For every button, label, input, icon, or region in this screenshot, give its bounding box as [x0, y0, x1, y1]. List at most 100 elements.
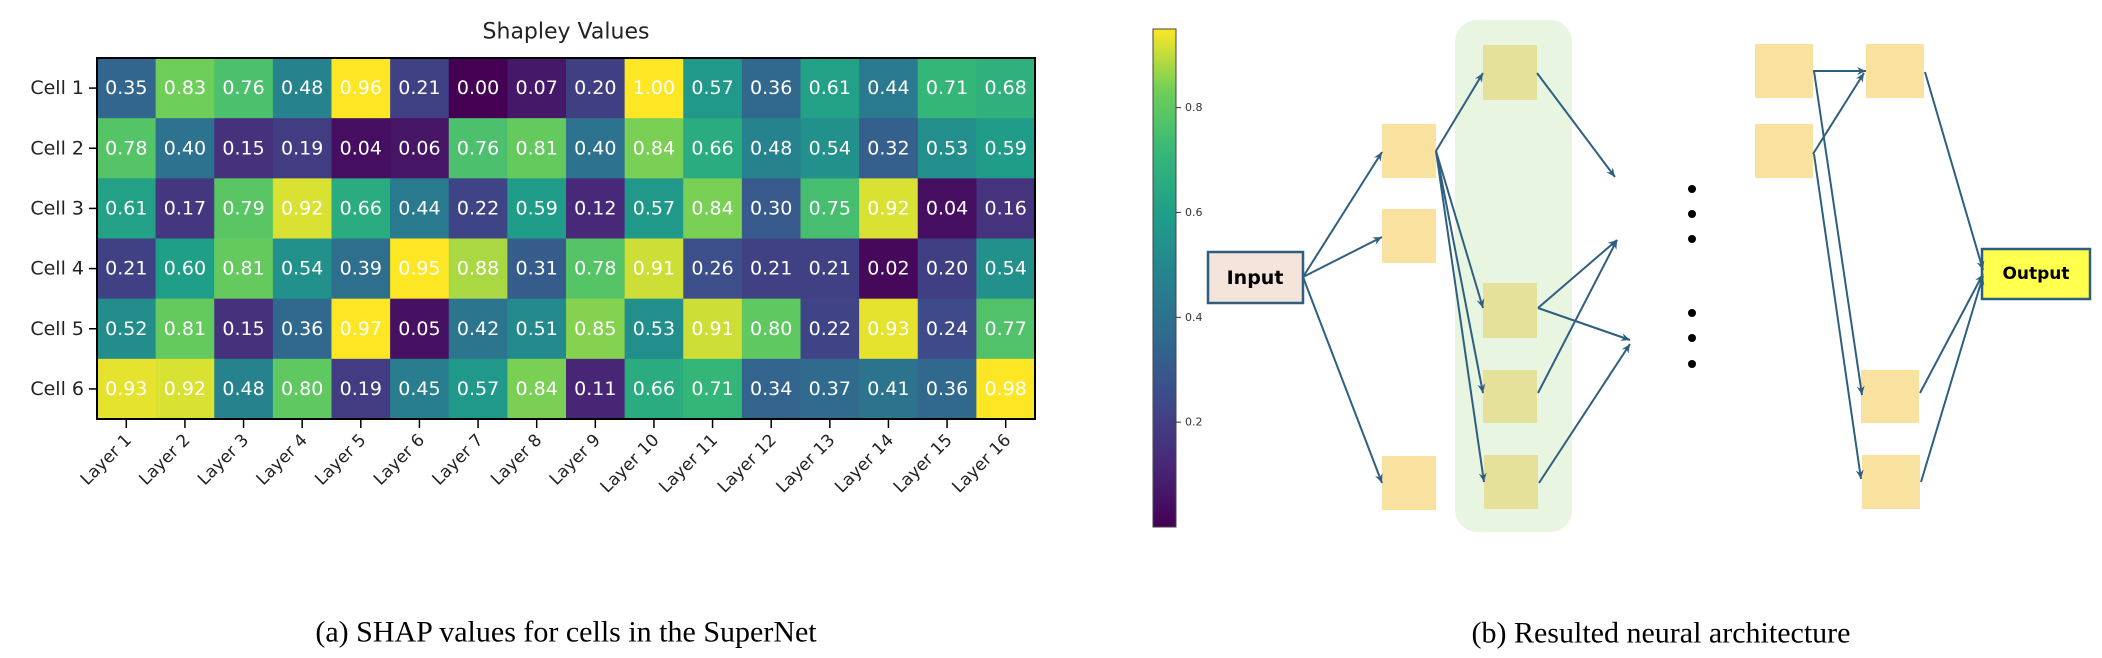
heatmap-cell — [859, 178, 919, 239]
cell-value-label: 0.80 — [281, 378, 323, 400]
heatmap-cell — [97, 58, 157, 119]
heatmap-cell — [331, 178, 391, 239]
row-label: Cell 1 — [30, 77, 84, 99]
cell-value-label: 0.66 — [633, 378, 675, 400]
cell-value-label: 0.19 — [281, 137, 323, 159]
heatmap-cell — [917, 58, 977, 119]
heatmap-cell — [976, 238, 1036, 300]
final-layer-node — [1866, 44, 1924, 98]
heatmap-cell — [624, 358, 684, 420]
row-label: Cell 5 — [30, 318, 84, 340]
heatmap-cell — [155, 58, 215, 119]
heatmap-cell — [917, 238, 977, 300]
cell-value-label: 0.84 — [691, 197, 733, 219]
cell-value-label: 0.20 — [574, 77, 616, 99]
chart-title: Shapley Values — [483, 20, 650, 45]
heatmap-cell — [331, 58, 391, 119]
heatmap-cell — [976, 118, 1036, 179]
row-labels: Cell 1 Cell 2 Cell 3 Cell 4 Cell 5 Cell 6 — [30, 77, 97, 400]
cell-value-label: 0.79 — [222, 197, 264, 219]
column-label: Layer 4 — [253, 430, 312, 489]
heatmap-cell — [97, 298, 157, 360]
cell-value-label: 0.21 — [750, 258, 792, 280]
highlighted-node — [1484, 455, 1538, 509]
cell-value-label: 0.76 — [457, 137, 499, 159]
cell-value-label: 0.57 — [457, 378, 499, 400]
heatmap-cell — [507, 178, 567, 239]
heatmap-cell — [272, 178, 332, 239]
heatmap-cell — [976, 178, 1036, 239]
heatmap-cell — [155, 118, 215, 179]
column-label: Layer 13 — [773, 430, 840, 497]
cell-value-label: 0.37 — [809, 378, 851, 400]
final-layer-node — [1862, 455, 1920, 509]
cell-value-label: 0.39 — [340, 258, 382, 280]
cell-value-label: 0.54 — [809, 137, 851, 159]
heatmap-cell — [507, 238, 567, 300]
heatmap-cell — [155, 358, 215, 420]
heatmap-cell — [97, 118, 157, 179]
input-node — [1206, 250, 1305, 305]
heatmap-cell — [331, 358, 391, 420]
column-label: Layer 1 — [77, 430, 136, 489]
cell-value-label: 0.15 — [222, 137, 264, 159]
heatmap-cell — [448, 298, 508, 360]
heatmap-cell — [97, 178, 157, 239]
heatmap-cell — [566, 178, 626, 239]
cell-value-label: 0.30 — [750, 197, 792, 219]
cell-value-label: 0.71 — [926, 77, 968, 99]
cell-value-label: 0.41 — [867, 378, 909, 400]
column-label: Layer 3 — [194, 430, 253, 489]
heatmap-cell — [97, 358, 157, 420]
heatmap-cell — [390, 178, 450, 239]
cell-value-label: 0.11 — [574, 378, 616, 400]
cell-value-label: 0.48 — [222, 378, 264, 400]
cell-value-label: 0.71 — [691, 378, 733, 400]
colorbar-tick-label: 0.6 — [1185, 206, 1203, 219]
cell-value-label: 0.36 — [750, 77, 792, 99]
heatmap-cell — [507, 358, 567, 420]
cell-value-label: 0.81 — [222, 258, 264, 280]
cell-value-label: 0.76 — [222, 77, 264, 99]
cell-value-label: 0.44 — [398, 197, 440, 219]
cell-value-label: 0.51 — [516, 318, 558, 340]
cell-value-label: 0.21 — [105, 258, 147, 280]
heatmap-cell — [859, 358, 919, 420]
cell-value-label: 0.97 — [340, 318, 382, 340]
heatmap-cell — [390, 358, 450, 420]
colorbar-tick-label: 0.4 — [1185, 311, 1203, 324]
heatmap-cell — [683, 118, 743, 179]
ellipsis-dots — [1688, 185, 1696, 368]
heatmap-cell — [155, 238, 215, 300]
cell-value-label: 0.21 — [398, 77, 440, 99]
cell-value-label: 0.81 — [516, 137, 558, 159]
column-label: Layer 9 — [546, 430, 605, 489]
cell-value-label: 0.80 — [750, 318, 792, 340]
heatmap-cell — [800, 238, 860, 300]
cell-value-label: 0.75 — [809, 197, 851, 219]
heatmap-cell — [859, 118, 919, 179]
cell-value-label: 0.59 — [985, 137, 1027, 159]
heatmap-cell — [390, 58, 450, 119]
row-label: Cell 3 — [30, 197, 84, 219]
heatmap-cell — [624, 118, 684, 179]
cell-value-label: 0.34 — [750, 378, 792, 400]
heatmap-cell — [155, 298, 215, 360]
cell-value-label: 0.04 — [340, 137, 382, 159]
column-label: Layer 8 — [487, 430, 546, 489]
cell-value-label: 0.95 — [398, 258, 440, 280]
heatmap-cell — [448, 118, 508, 179]
column-label: Layer 11 — [655, 430, 722, 497]
heatmap-cell — [624, 238, 684, 300]
heatmap-cell — [97, 238, 157, 300]
cell-value-label: 0.07 — [516, 77, 558, 99]
heatmap-cell — [683, 298, 743, 360]
cell-value-label: 0.84 — [516, 378, 558, 400]
cell-value-label: 0.84 — [633, 137, 675, 159]
heatmap-cell — [976, 298, 1036, 360]
colorbar-ticks: 0.2 0.4 0.6 0.8 — [1176, 101, 1203, 429]
heatmap-cell — [214, 118, 274, 179]
cell-value-label: 0.32 — [867, 137, 909, 159]
cell-value-label: 0.93 — [105, 378, 147, 400]
